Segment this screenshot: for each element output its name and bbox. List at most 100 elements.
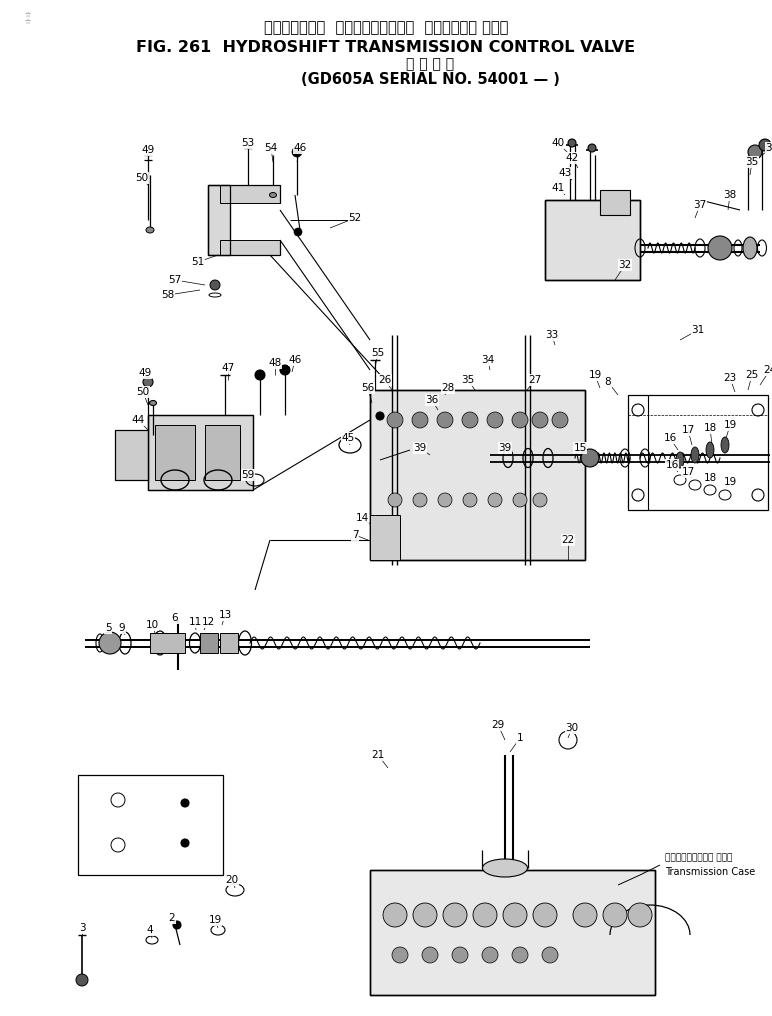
Circle shape	[708, 236, 732, 260]
Bar	[545, 200, 640, 280]
Text: 35: 35	[462, 375, 475, 385]
Bar	[115, 430, 148, 480]
Text: 50: 50	[135, 173, 148, 183]
Circle shape	[76, 974, 88, 986]
Circle shape	[581, 449, 599, 467]
Text: 8: 8	[604, 377, 611, 387]
Text: 30: 30	[565, 723, 578, 733]
Bar	[148, 415, 253, 490]
Text: 27: 27	[528, 375, 542, 385]
Text: (GD605A SERIAL NO. 54001 — ): (GD605A SERIAL NO. 54001 — )	[300, 72, 560, 87]
Ellipse shape	[146, 227, 154, 233]
Circle shape	[568, 139, 576, 147]
Ellipse shape	[706, 442, 714, 458]
Bar	[370, 390, 585, 560]
Bar	[208, 185, 230, 255]
Text: 9: 9	[119, 623, 125, 633]
Text: 28: 28	[442, 383, 455, 393]
Circle shape	[503, 903, 527, 927]
Text: 12: 12	[201, 617, 215, 627]
Bar	[220, 633, 238, 653]
Circle shape	[748, 145, 762, 158]
Text: 19: 19	[208, 915, 222, 925]
Text: 57: 57	[168, 275, 181, 285]
Circle shape	[99, 632, 121, 654]
Circle shape	[392, 947, 408, 963]
Text: 33: 33	[545, 330, 559, 340]
Text: 7: 7	[352, 530, 358, 539]
Text: 55: 55	[371, 348, 384, 358]
Bar	[115, 430, 148, 480]
Text: 47: 47	[222, 363, 235, 373]
Text: 46: 46	[289, 355, 302, 365]
Circle shape	[413, 903, 437, 927]
Bar	[370, 515, 400, 560]
Text: 24: 24	[764, 365, 772, 375]
Text: 11: 11	[188, 617, 201, 627]
Circle shape	[552, 412, 568, 428]
Circle shape	[387, 412, 403, 428]
Ellipse shape	[269, 192, 276, 197]
Text: 18: 18	[703, 423, 716, 433]
Bar	[148, 415, 253, 490]
Circle shape	[280, 365, 290, 375]
Text: 36: 36	[425, 395, 438, 405]
Circle shape	[512, 412, 528, 428]
Text: 19: 19	[588, 370, 601, 380]
Text: 16: 16	[663, 433, 676, 443]
Text: 43: 43	[558, 168, 571, 178]
Circle shape	[383, 903, 407, 927]
Circle shape	[532, 412, 548, 428]
Text: 13: 13	[218, 610, 232, 620]
Circle shape	[388, 493, 402, 507]
Circle shape	[542, 947, 558, 963]
Circle shape	[462, 412, 478, 428]
Circle shape	[412, 412, 428, 428]
Circle shape	[603, 903, 627, 927]
Text: 54: 54	[264, 143, 278, 153]
Text: 49: 49	[141, 145, 154, 155]
Text: 45: 45	[341, 433, 354, 443]
Ellipse shape	[691, 447, 699, 463]
Circle shape	[533, 493, 547, 507]
Ellipse shape	[150, 400, 157, 405]
Bar	[370, 870, 655, 995]
Bar	[150, 633, 185, 653]
Bar	[208, 185, 230, 255]
Text: 10: 10	[145, 620, 158, 630]
Text: 58: 58	[161, 290, 174, 300]
Text: 14: 14	[355, 513, 368, 523]
Text: 1: 1	[516, 733, 523, 743]
Circle shape	[473, 903, 497, 927]
Bar	[200, 633, 218, 653]
Text: 16: 16	[665, 460, 679, 470]
Text: 3: 3	[79, 923, 86, 933]
Text: 44: 44	[131, 415, 144, 425]
Text: 40: 40	[551, 138, 564, 148]
Circle shape	[628, 903, 652, 927]
Circle shape	[422, 947, 438, 963]
Text: 21: 21	[371, 750, 384, 760]
Text: トランスミッション ケース: トランスミッション ケース	[665, 853, 733, 863]
Text: 31: 31	[692, 325, 705, 335]
Circle shape	[294, 228, 302, 236]
Circle shape	[482, 947, 498, 963]
Text: 20: 20	[225, 875, 239, 885]
Circle shape	[487, 412, 503, 428]
Text: 36: 36	[765, 143, 772, 153]
Text: ☆
☆: ☆ ☆	[25, 12, 31, 25]
Text: 17: 17	[682, 425, 695, 435]
Bar	[155, 425, 195, 480]
Bar	[628, 395, 768, 510]
Bar	[600, 190, 630, 215]
Circle shape	[413, 493, 427, 507]
Circle shape	[513, 493, 527, 507]
Ellipse shape	[721, 437, 729, 453]
Bar	[545, 200, 640, 280]
Text: 37: 37	[693, 200, 706, 210]
Text: 35: 35	[746, 157, 759, 167]
Circle shape	[292, 147, 302, 157]
Circle shape	[376, 412, 384, 420]
Text: 53: 53	[242, 138, 255, 148]
Text: 34: 34	[482, 355, 495, 365]
